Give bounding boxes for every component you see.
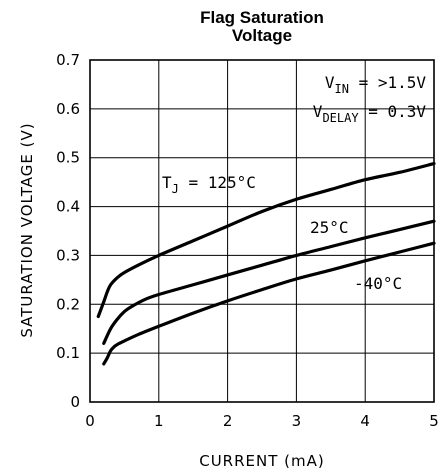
chart-title: Flag Saturation Voltage xyxy=(200,8,324,45)
vin-rest: = >1.5V xyxy=(349,73,426,92)
x-tick-label: 5 xyxy=(429,412,439,430)
vin-annotation: VIN = >1.5V xyxy=(325,73,427,96)
y-tick-label: 0 xyxy=(70,393,80,411)
series-label-125c-sub: J xyxy=(172,182,179,196)
y-tick-label: 0.6 xyxy=(56,100,80,118)
plot-frame xyxy=(89,59,435,403)
curve-minus40c xyxy=(102,241,436,366)
x-axis-label: CURRENT (mA) xyxy=(199,452,325,470)
y-tick-label: 0.3 xyxy=(56,246,80,264)
vin-main: V xyxy=(325,73,335,92)
series-label-125c-main: T xyxy=(162,173,172,192)
vin-sub: IN xyxy=(334,82,348,96)
chart-title-line-2: Voltage xyxy=(232,26,292,45)
y-tick-label: 0.2 xyxy=(56,295,80,313)
axis-ticks: 0 1 2 3 4 5 0 0.1 0.2 0.3 0.4 0.5 0.6 0.7 xyxy=(56,51,439,430)
y-tick-label: 0.1 xyxy=(56,344,80,362)
series-label-125c: TJ = 125°C xyxy=(162,173,256,196)
vdelay-sub: DELAY xyxy=(322,111,359,125)
x-tick-label: 3 xyxy=(292,412,302,430)
x-tick-label: 1 xyxy=(154,412,164,430)
x-tick-label: 0 xyxy=(85,412,95,430)
svg-text:VDELAY = 0.3V: VDELAY = 0.3V xyxy=(313,102,427,125)
vdelay-annotation: VDELAY = 0.3V xyxy=(313,102,427,125)
series-label-125c-rest: = 125°C xyxy=(179,173,256,192)
chart-title-line-1: Flag Saturation xyxy=(200,8,324,27)
curve-25c xyxy=(102,219,436,345)
vdelay-main: V xyxy=(313,102,323,121)
y-tick-label: 0.4 xyxy=(56,198,80,216)
series-label-25c: 25°C xyxy=(310,218,349,237)
grid xyxy=(90,60,434,402)
y-tick-label: 0.7 xyxy=(56,51,80,69)
series-label-minus40c: -40°C xyxy=(354,274,402,293)
curves xyxy=(96,161,436,366)
y-axis-label: SATURATION VOLTAGE (V) xyxy=(18,122,36,337)
y-tick-label: 0.5 xyxy=(56,149,80,167)
x-tick-label: 4 xyxy=(360,412,370,430)
curve-125c xyxy=(96,161,436,319)
x-tick-label: 2 xyxy=(223,412,233,430)
svg-text:VIN = >1.5V: VIN = >1.5V xyxy=(325,73,427,96)
vdelay-rest: = 0.3V xyxy=(359,102,427,121)
